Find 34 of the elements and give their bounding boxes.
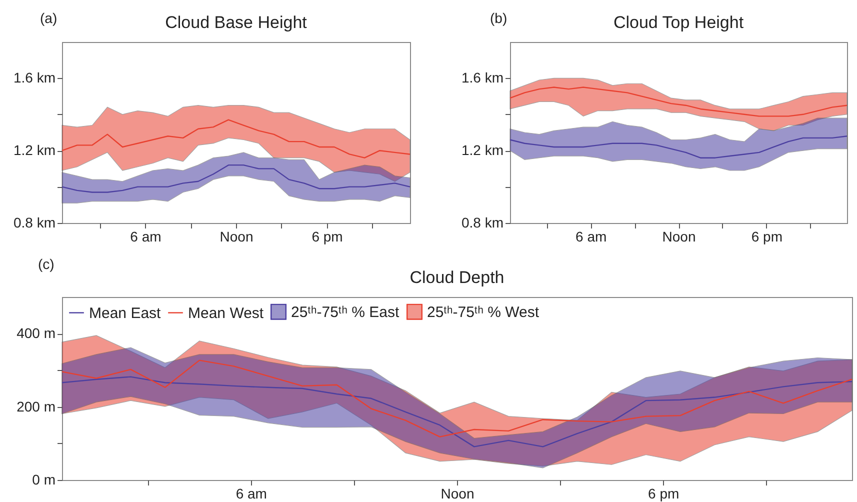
y-tick-label: 1.6 km xyxy=(13,70,56,86)
x-tick-label: 6 am xyxy=(236,486,267,502)
line-series xyxy=(509,136,848,158)
x-tick-label: 6 am xyxy=(576,228,607,244)
legend-label: Mean East xyxy=(89,304,162,322)
x-tick-label: 6 pm xyxy=(312,228,343,244)
x-tick-label: Noon xyxy=(220,228,254,244)
chart-title: Cloud Depth xyxy=(410,268,504,287)
y-tick-label: 0.8 km xyxy=(13,214,56,230)
x-tick-label: Noon xyxy=(440,486,474,502)
x-tick-label: 6 pm xyxy=(648,486,680,502)
y-tick-label: 1.2 km xyxy=(13,142,56,158)
y-tick-label: 1.2 km xyxy=(461,142,504,158)
chart-title: Cloud Base Height xyxy=(165,13,308,32)
x-tick-label: Noon xyxy=(662,228,696,244)
x-tick-label: 6 pm xyxy=(751,228,782,244)
annotation: 25ᵗʰ-75ᵗʰ % West xyxy=(427,304,540,321)
text: (b) xyxy=(490,10,508,26)
y-tick-label: 0.8 km xyxy=(461,214,504,230)
annotation: 25ᵗʰ-75ᵗʰ % East xyxy=(291,304,400,321)
y-tick-label: 200 m xyxy=(16,398,56,414)
legend-label: Mean West xyxy=(188,304,264,322)
text: (c) xyxy=(38,256,54,272)
line-series xyxy=(509,86,848,117)
x-tick-label: 6 am xyxy=(130,228,162,244)
y-tick-label: 1.6 km xyxy=(461,70,504,86)
line-series xyxy=(61,360,853,438)
line-series xyxy=(61,164,411,193)
line-series xyxy=(61,119,411,158)
y-tick-label: 0 m xyxy=(32,472,56,488)
text: (a) xyxy=(40,10,58,26)
y-tick-label: 400 m xyxy=(16,325,56,342)
chart-title: Cloud Top Height xyxy=(613,13,744,32)
line-series xyxy=(61,376,853,448)
